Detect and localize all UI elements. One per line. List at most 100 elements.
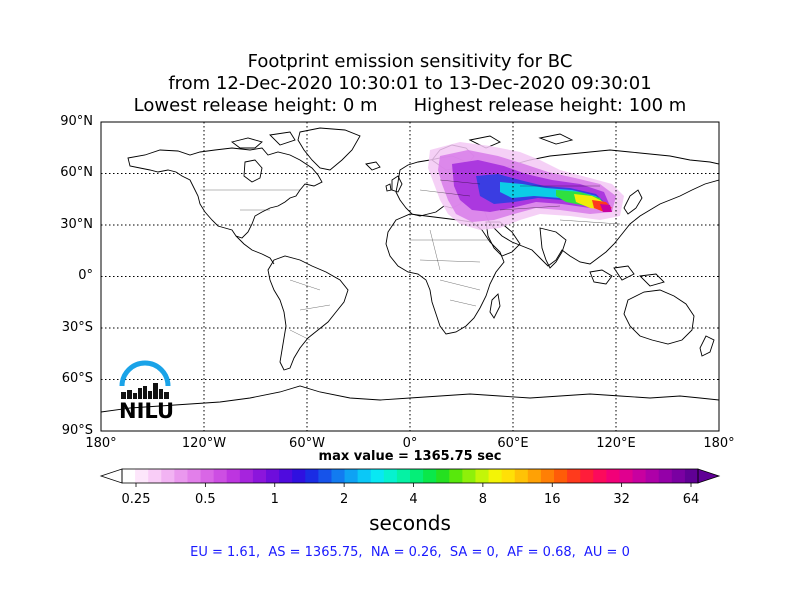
- colorbar-segment: [671, 469, 686, 483]
- lon-label-60w: 60°W: [289, 436, 325, 451]
- colorbar-tick-label: 2: [339, 492, 349, 507]
- colorbar-segment: [252, 469, 267, 483]
- colorbar-segment: [305, 469, 319, 483]
- colorbar-segment: [488, 469, 503, 483]
- colorbar-segment: [684, 469, 699, 483]
- colorbar-segment: [436, 469, 450, 483]
- lon-label-120w: 120°W: [181, 436, 227, 451]
- graticule: [101, 122, 719, 431]
- colorbar-segment: [658, 469, 673, 483]
- british-isles: [385, 175, 403, 193]
- colorbar-segment: [475, 469, 490, 483]
- colorbar-segment: [122, 469, 136, 483]
- lat-label-30n: 30°N: [60, 217, 93, 232]
- country-borders: [200, 179, 621, 341]
- iceland: [365, 161, 381, 171]
- lon-label-180e: 180°: [703, 436, 735, 451]
- nilu-logo-text: NILU: [119, 399, 175, 423]
- india: [539, 227, 567, 269]
- colorbar-segment: [174, 469, 189, 483]
- colorbar-segment: [213, 469, 228, 483]
- madagascar: [489, 293, 501, 319]
- colorbar-segment: [410, 469, 424, 483]
- colorbar-segment: [292, 469, 306, 483]
- colorbar-segment: [344, 469, 359, 483]
- colorbar-segment: [619, 469, 634, 483]
- colorbar-segment: [357, 469, 372, 483]
- colorbar-segment: [501, 469, 516, 483]
- colorbar-tick-label: 32: [613, 492, 630, 507]
- colorbar-segment: [187, 469, 202, 483]
- nilu-logo: [119, 360, 171, 399]
- colorbar-tick-label: 64: [682, 492, 700, 507]
- colorbar-tick-label: 0.25: [121, 492, 151, 507]
- title-line-heights: Lowest release height: 0 m Highest releas…: [0, 95, 800, 117]
- asia-coast: [479, 149, 719, 267]
- colorbar-units: seconds: [369, 511, 451, 535]
- colorbar-segment: [161, 469, 175, 483]
- colorbar-segment: [266, 469, 280, 483]
- colorbar-tick-label: 1: [270, 492, 279, 507]
- highest-release-height: Highest release height: 100 m: [413, 95, 687, 116]
- colorbar-ticks: [135, 483, 692, 487]
- border-lines-africa: [410, 229, 490, 307]
- colorbar-segment: [396, 469, 411, 483]
- colorbar-segment: [554, 469, 568, 483]
- colorbar-segment: [632, 469, 647, 483]
- arctic-islands: [230, 131, 296, 149]
- colorbar-segment: [462, 469, 477, 483]
- regional-totals: EU = 1.61, AS = 1365.75, NA = 0.26, SA =…: [190, 545, 630, 560]
- greenland: [297, 127, 361, 171]
- max-value-label: max value = 1365.75 sec: [318, 449, 502, 464]
- colorbar-segments: [122, 469, 699, 483]
- colorbar-segment: [135, 469, 149, 483]
- colorbar-segment: [318, 469, 333, 483]
- colorbar-tick-label: 0.5: [195, 492, 216, 507]
- border-lines-americas: [200, 189, 331, 341]
- colorbar-outline: [121, 468, 699, 484]
- nilu-logo-arc: [119, 360, 171, 387]
- colorbar-segment: [370, 469, 385, 483]
- colorbar-upper-extension: [697, 468, 721, 484]
- colorbar-segment: [279, 469, 293, 483]
- south-america: [267, 255, 349, 371]
- colorbar-segment: [593, 469, 607, 483]
- colorbar-segment: [567, 469, 581, 483]
- lat-label-30s: 30°S: [61, 320, 93, 335]
- lat-label-60n: 60°N: [60, 165, 93, 180]
- title-line-species: Footprint emission sensitivity for BC: [247, 51, 573, 72]
- lon-label-60e: 60°E: [497, 436, 529, 451]
- map-border: [100, 121, 720, 432]
- colorbar-segment: [540, 469, 555, 483]
- colorbar-segment: [226, 469, 241, 483]
- colorbar-segment: [645, 469, 660, 483]
- new-zealand: [699, 335, 715, 357]
- lowest-release-height: Lowest release height: 0 m: [133, 95, 378, 116]
- japan: [623, 189, 643, 215]
- hudson-bay: [243, 159, 263, 183]
- title-line-period: from 12-Dec-2020 10:30:01 to 13-Dec-2020…: [168, 73, 652, 94]
- colorbar-segment: [239, 469, 254, 483]
- colorbar-segment: [383, 469, 398, 483]
- lon-label-120e: 120°E: [596, 436, 636, 451]
- southeast-asia-islands: [589, 265, 665, 287]
- lat-label-90n: 90°N: [60, 114, 93, 129]
- australia-coast: [623, 289, 695, 345]
- colorbar-segment: [423, 469, 437, 483]
- lat-label-0: 0°: [78, 268, 93, 283]
- colorbar-lower-extension: [99, 468, 123, 484]
- lat-label-60s: 60°S: [61, 371, 93, 386]
- lat-label-90s: 90°S: [61, 423, 93, 438]
- colorbar-segment: [148, 469, 162, 483]
- colorbar-segment: [580, 469, 594, 483]
- colorbar-segment: [449, 469, 463, 483]
- colorbar-segment: [606, 469, 621, 483]
- colorbar-segment: [514, 469, 529, 483]
- border-lines-eurasia: [419, 179, 621, 225]
- colorbar-segment: [527, 469, 542, 483]
- north-america-coast: [127, 147, 323, 239]
- lon-label-0: 0°: [402, 436, 418, 451]
- colorbar-tick-label: 8: [478, 492, 488, 507]
- plume-peak: [600, 204, 612, 212]
